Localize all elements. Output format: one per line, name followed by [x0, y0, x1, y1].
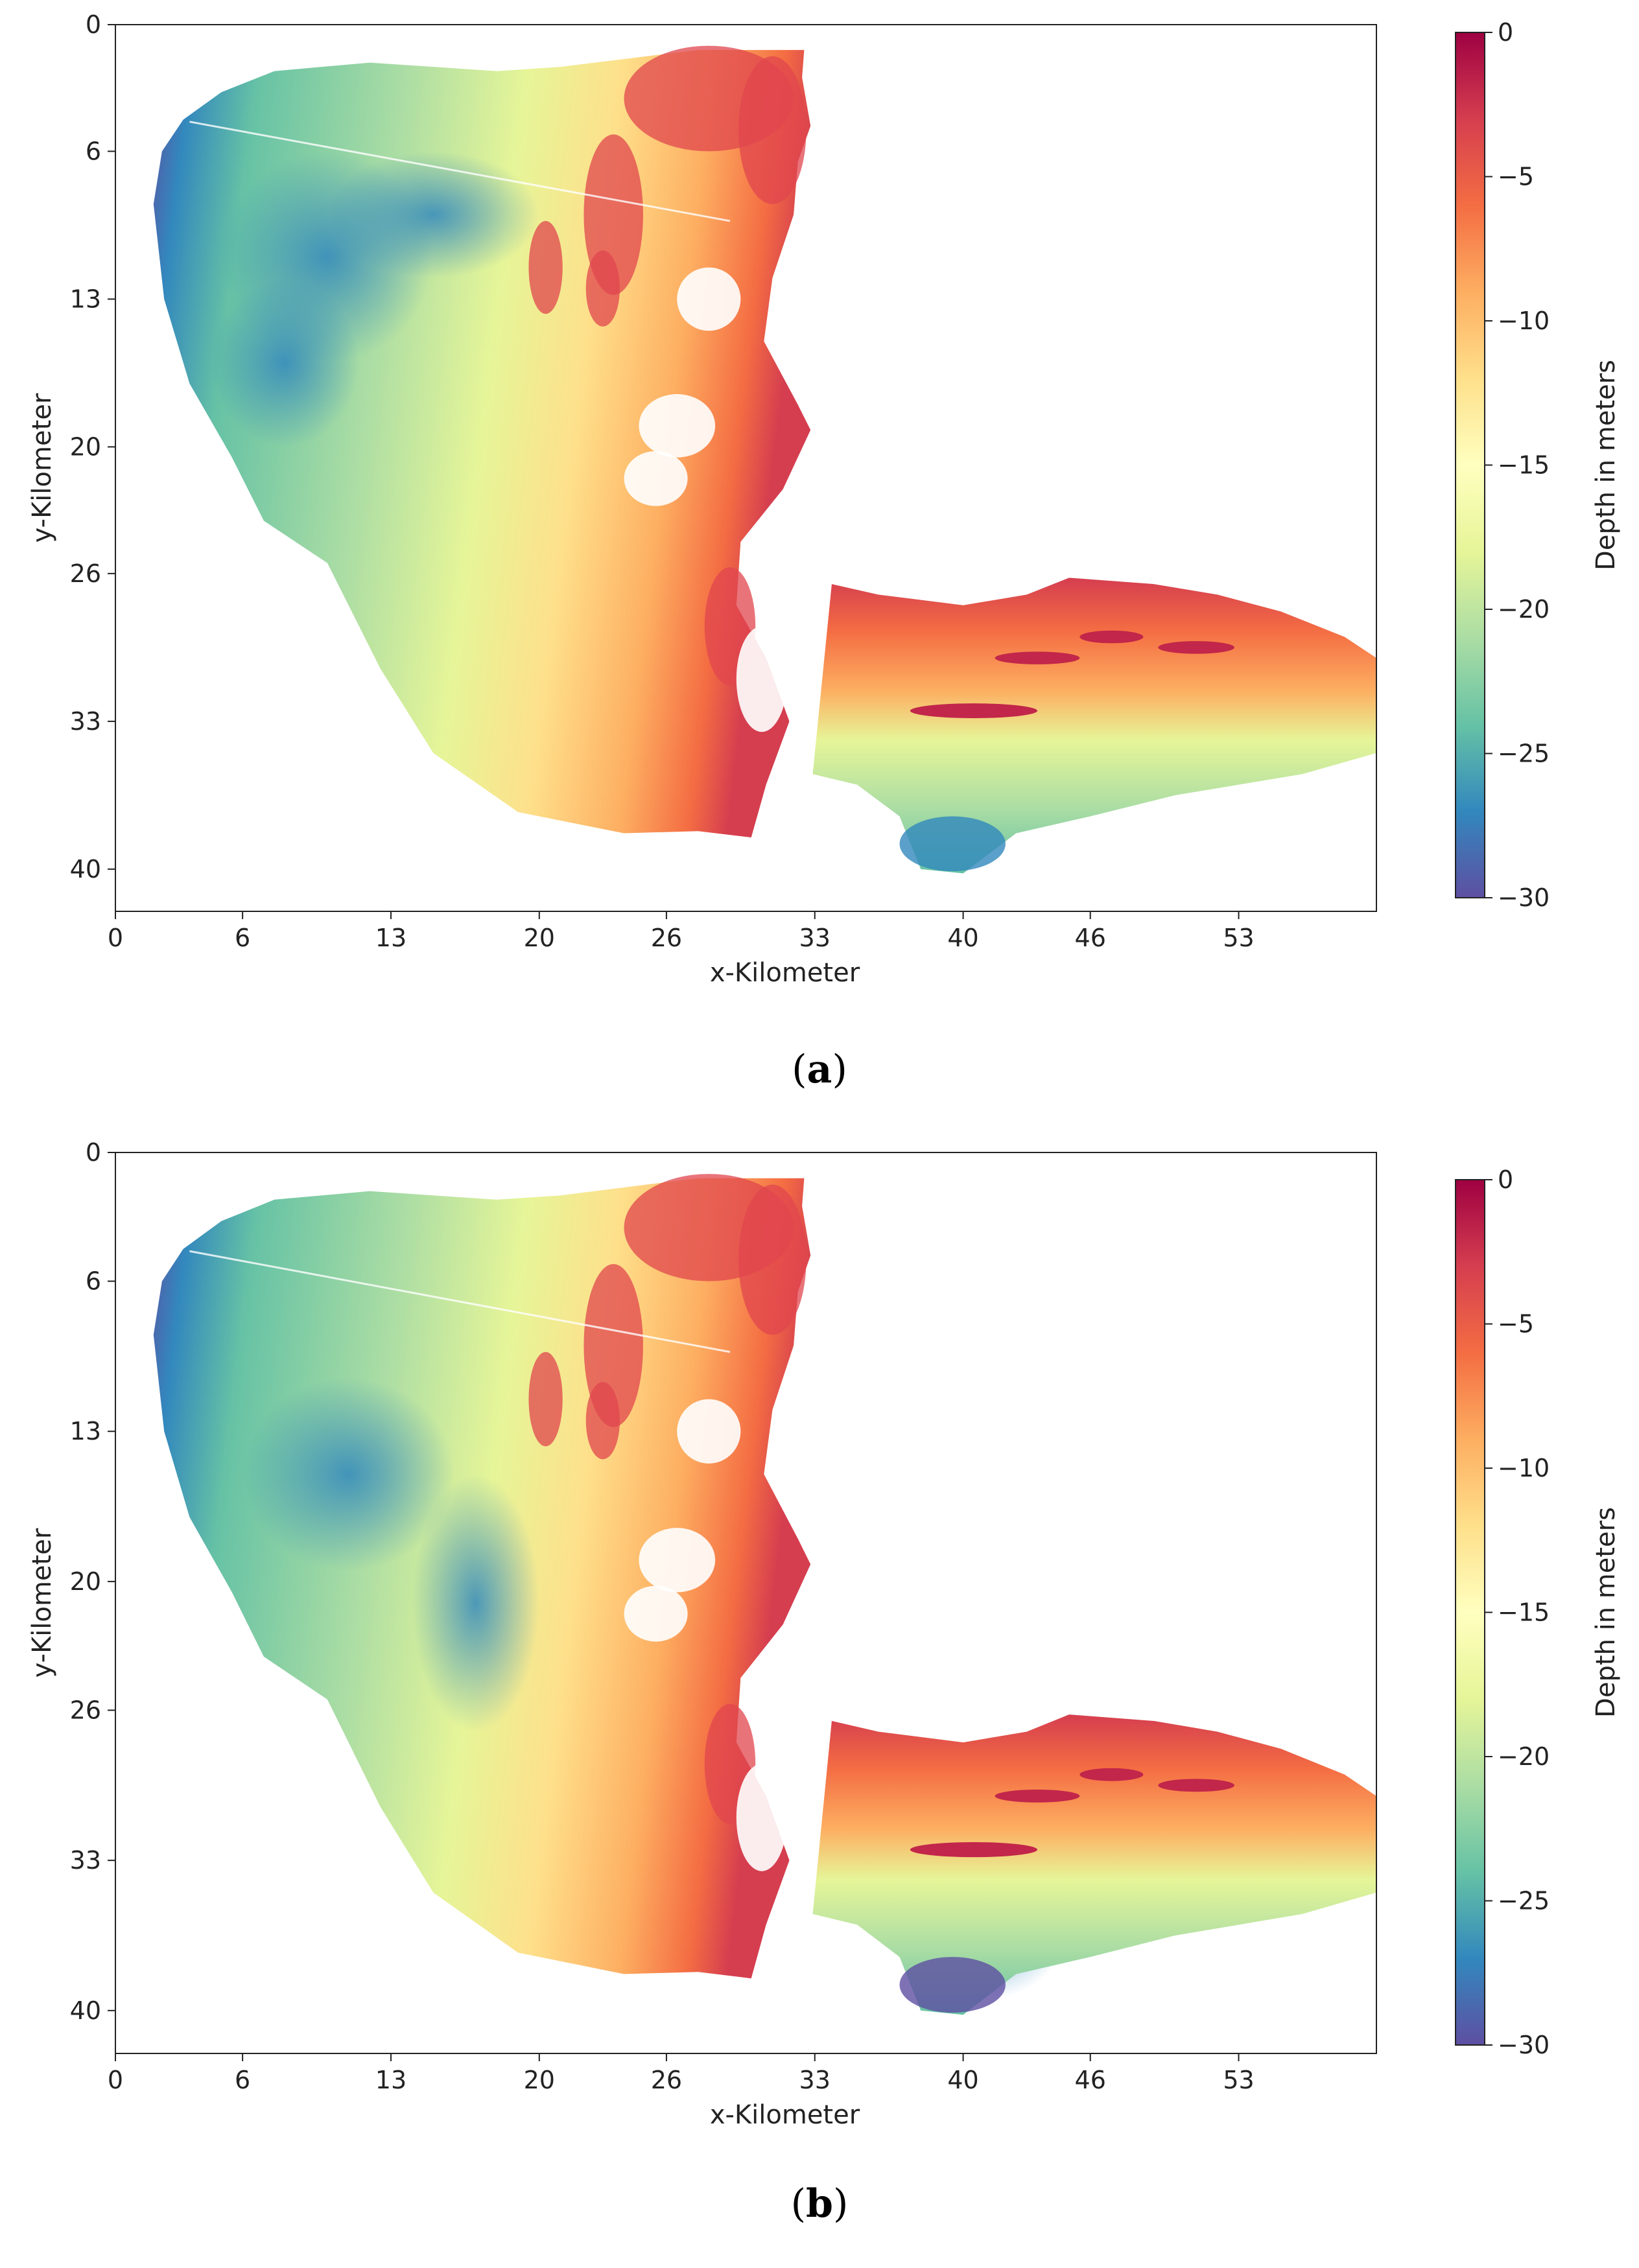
y-tick-label: 6: [86, 1267, 101, 1296]
no-data-gap-3: [736, 1764, 788, 1871]
colorbar-label: Depth in meters: [1591, 1507, 1621, 1718]
plot-frame: [115, 1152, 1377, 2054]
y-tick-label: 20: [70, 1567, 101, 1596]
colorbar-tick-label: −25: [1498, 740, 1550, 768]
colorbar-tick-label: −10: [1498, 1454, 1550, 1482]
x-tick-label: 0: [108, 924, 123, 952]
y-tick-label: 40: [70, 855, 101, 883]
reef-streak-1: [995, 1789, 1080, 1803]
x-tick-label: 53: [1223, 2066, 1254, 2094]
y-tick-label: 6: [86, 137, 101, 165]
x-axis-label: x-Kilometer: [710, 2100, 860, 2130]
x-tick-label: 40: [947, 2066, 978, 2094]
plot-frame: [115, 24, 1377, 912]
survey-track-line: [189, 121, 731, 222]
colorbar-tick-label: 0: [1498, 18, 1513, 47]
reef-streak-3: [1158, 1779, 1234, 1792]
x-tick-label: 13: [375, 2066, 407, 2094]
deep-basin-1: [211, 277, 359, 447]
y-tick-label: 26: [70, 1696, 101, 1724]
panel-caption: (b): [791, 2181, 849, 2227]
colorbar-tick-label: −5: [1498, 163, 1534, 191]
no-data-gap-1: [639, 1528, 716, 1593]
y-tick-label: 40: [70, 1996, 101, 2025]
deep-basin-0: [242, 1377, 455, 1571]
reef-streak-0: [910, 703, 1037, 718]
shallow-patch-3: [528, 1351, 563, 1447]
x-tick-label: 26: [651, 924, 682, 952]
x-tick-label: 53: [1223, 924, 1254, 952]
reef-streak-2: [1079, 630, 1144, 644]
colorbar-tick-label: −25: [1498, 1887, 1550, 1915]
x-tick-label: 20: [524, 2066, 555, 2094]
colorbar-tick-label: −15: [1498, 451, 1550, 480]
panel-b: 0 6 13 20 26 33 40 46 53 0 6 13 20 26 33 40 x-Kilometer y…: [27, 1138, 1621, 2227]
deep-edge-east: [899, 1957, 1006, 2013]
shallow-patch-4: [585, 1382, 620, 1460]
x-axis-label: x-Kilometer: [710, 958, 860, 988]
x-tick-label: 46: [1075, 2066, 1106, 2094]
x-tick-label: 26: [651, 2066, 682, 2094]
colorbar: [1455, 32, 1485, 898]
y-tick-label: 0: [86, 10, 101, 39]
colorbar-tick-label: −10: [1498, 307, 1550, 335]
reef-streak-3: [1158, 641, 1234, 654]
shallow-patch-3: [528, 220, 563, 314]
colorbar-tick-label: −5: [1498, 1310, 1534, 1339]
reef-streak-2: [1079, 1768, 1144, 1781]
deep-edge-east: [899, 816, 1006, 872]
east-landmass: [812, 1714, 1376, 2015]
no-data-gap-0: [677, 1399, 741, 1464]
x-tick-label: 6: [235, 2066, 250, 2094]
shallow-patch-1: [738, 56, 807, 204]
colorbar-label: Depth in meters: [1591, 360, 1621, 570]
colorbar-tick-label: −20: [1498, 595, 1550, 624]
colorbar-tick-label: −30: [1498, 2031, 1550, 2059]
panel-caption: (a): [792, 1047, 847, 1092]
x-tick-label: 6: [235, 924, 250, 952]
colorbar: [1455, 1179, 1485, 2046]
no-data-gap-2: [624, 1585, 688, 1642]
colorbar-tick-label: 0: [1498, 1165, 1513, 1194]
x-tick-label: 40: [947, 924, 978, 952]
no-data-gap-3: [736, 626, 788, 732]
y-tick-label: 13: [70, 1417, 101, 1445]
shallow-patch-4: [585, 250, 620, 327]
survey-track-line: [189, 1250, 731, 1353]
colorbar-tick-label: −15: [1498, 1598, 1550, 1627]
no-data-gap-0: [677, 267, 741, 331]
east-landmass: [812, 578, 1376, 874]
deep-basin-2: [327, 151, 539, 278]
colorbar-tick-label: −30: [1498, 883, 1550, 912]
x-tick-label: 33: [799, 924, 831, 952]
x-tick-label: 20: [524, 924, 555, 952]
x-tick-label: 13: [375, 924, 407, 952]
y-tick-label: 33: [70, 1846, 101, 1875]
no-data-gap-2: [624, 450, 688, 506]
y-tick-label: 20: [70, 432, 101, 461]
panel-caption-letter: b: [806, 2181, 833, 2227]
panel-caption-letter: a: [807, 1047, 832, 1092]
x-tick-label: 46: [1075, 924, 1106, 952]
y-tick-label: 0: [86, 1138, 101, 1167]
y-tick-label: 33: [70, 707, 101, 736]
shallow-patch-1: [738, 1184, 807, 1335]
x-tick-label: 33: [799, 2066, 831, 2094]
y-axis-label: y-Kilometer: [27, 1528, 57, 1678]
y-axis-label: y-Kilometer: [27, 393, 57, 543]
bathymetry-map: [153, 1174, 1376, 2015]
bathymetry-map: [153, 45, 1376, 874]
y-tick-label: 13: [70, 285, 101, 313]
no-data-gap-1: [639, 394, 716, 458]
reef-streak-0: [910, 1842, 1037, 1858]
panel-a: 0 6 13 20 26 33 40 46 53 0 6 13 20 26 33 40 x-Kilometer y…: [27, 10, 1621, 1092]
reef-streak-1: [995, 651, 1080, 664]
colorbar-tick-label: −20: [1498, 1742, 1550, 1771]
x-tick-label: 0: [108, 2066, 123, 2094]
y-tick-label: 26: [70, 559, 101, 588]
deep-basin-1: [412, 1474, 539, 1732]
